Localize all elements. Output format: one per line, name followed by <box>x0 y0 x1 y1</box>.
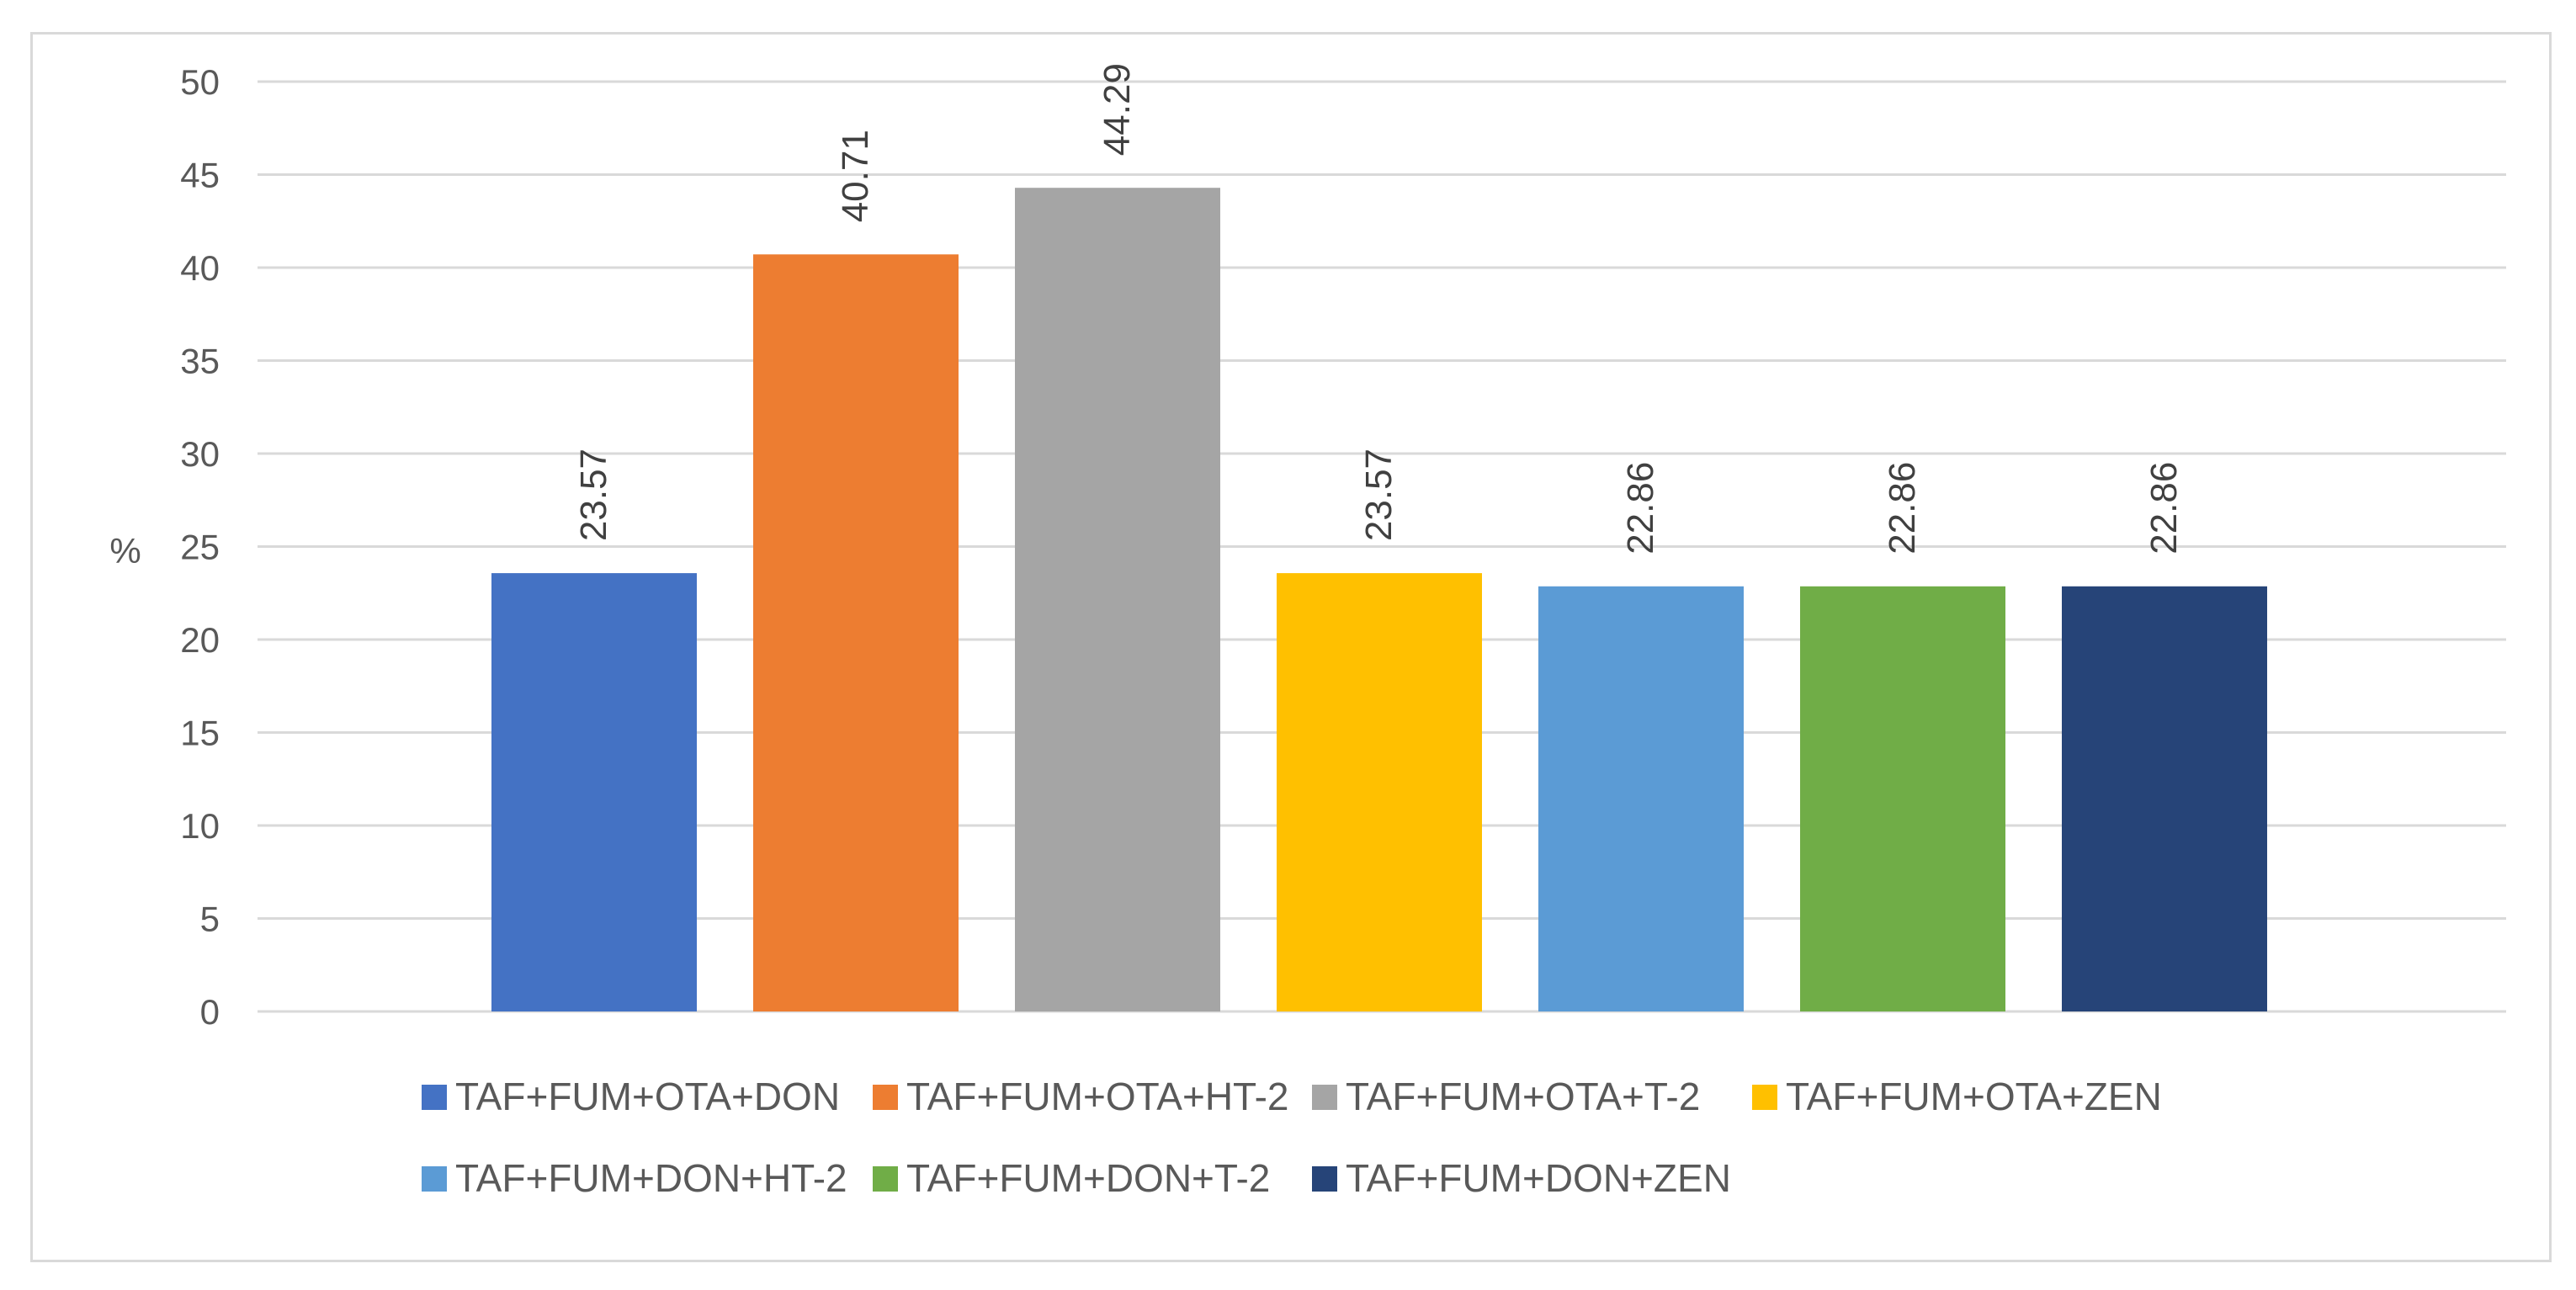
y-tick-label: 10 <box>180 806 220 846</box>
y-tick-label: 30 <box>180 434 220 474</box>
legend-swatch <box>873 1166 898 1192</box>
data-label: 23.57 <box>573 449 614 541</box>
legend-label: TAF+FUM+OTA+ZEN <box>1786 1075 2162 1118</box>
legend-swatch <box>1752 1085 1777 1110</box>
bar <box>2062 586 2267 1011</box>
y-tick-label: 40 <box>180 248 220 288</box>
y-tick-label: 25 <box>180 528 220 567</box>
data-label: 22.86 <box>1620 462 1661 555</box>
legend-label: TAF+FUM+OTA+HT-2 <box>906 1075 1289 1118</box>
legend-label: TAF+FUM+DON+T-2 <box>906 1156 1270 1200</box>
y-tick-label: 50 <box>180 62 220 102</box>
data-label: 22.86 <box>2143 462 2185 555</box>
y-tick-label: 5 <box>200 900 220 939</box>
bars <box>491 188 2267 1012</box>
legend-swatch <box>422 1166 447 1192</box>
data-label: 23.57 <box>1358 449 1400 541</box>
y-axis-ticks: 0 5 10 15 20 25 30 35 40 45 50 <box>180 62 220 1032</box>
legend-label: TAF+FUM+OTA+DON <box>455 1075 840 1118</box>
data-label: 40.71 <box>835 130 876 222</box>
data-label: 22.86 <box>1882 462 1923 555</box>
bar <box>1800 586 2005 1011</box>
y-tick-label: 15 <box>180 714 220 753</box>
legend-label: TAF+FUM+DON+HT-2 <box>455 1156 847 1200</box>
legend-swatch <box>1312 1085 1337 1110</box>
data-labels: 23.57 40.71 44.29 23.57 22.86 22.86 22.86 <box>573 63 2185 555</box>
bar <box>1538 586 1744 1011</box>
bar <box>1277 573 1482 1011</box>
bar <box>491 573 697 1011</box>
legend-swatch <box>422 1085 447 1110</box>
legend-label: TAF+FUM+OTA+T-2 <box>1346 1075 1700 1118</box>
legend-label: TAF+FUM+DON+ZEN <box>1346 1156 1731 1200</box>
bar <box>753 254 959 1012</box>
data-label: 44.29 <box>1097 63 1138 156</box>
chart-frame: 0 5 10 15 20 25 30 35 40 45 50 % 23.57 40.71 44.29 23… <box>30 32 2552 1262</box>
bar <box>1015 188 1220 1012</box>
legend-swatch <box>873 1085 898 1110</box>
y-tick-label: 0 <box>200 992 220 1032</box>
y-tick-label: 45 <box>180 156 220 195</box>
y-axis-label: % <box>109 531 141 571</box>
y-tick-label: 20 <box>180 620 220 660</box>
legend: TAF+FUM+OTA+DON TAF+FUM+OTA+HT-2 TAF+FUM+O… <box>422 1075 2162 1200</box>
y-tick-label: 35 <box>180 342 220 381</box>
legend-swatch <box>1312 1166 1337 1192</box>
